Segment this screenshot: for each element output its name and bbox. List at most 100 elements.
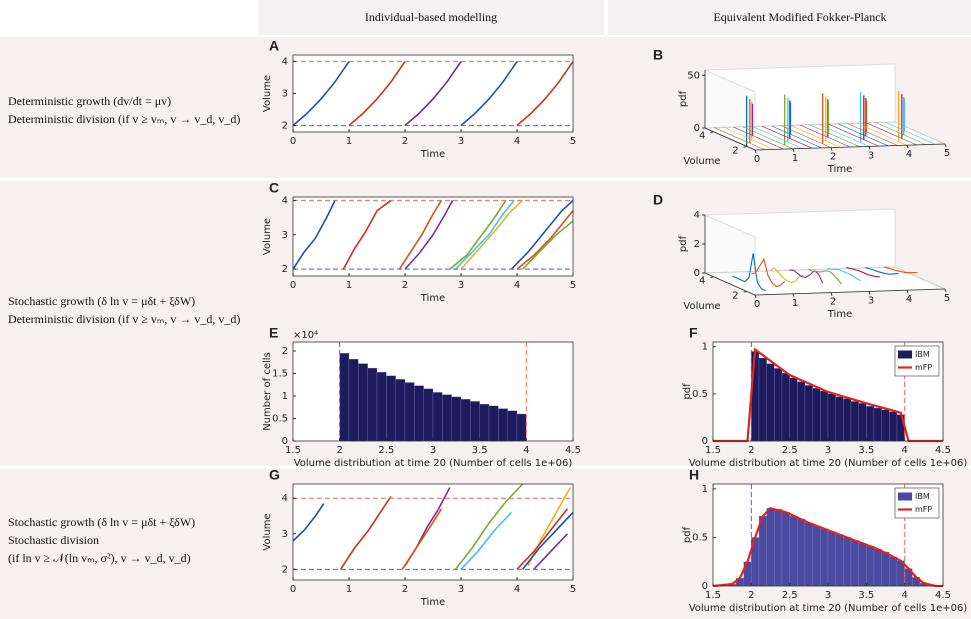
pdf-baseline xyxy=(828,123,879,147)
trace xyxy=(339,495,392,570)
x-tick xyxy=(944,143,947,148)
x-tick-label: 4 xyxy=(906,149,912,160)
v-tick-label: 2 xyxy=(732,290,738,301)
pdf-slice xyxy=(789,269,824,284)
pdf-baseline xyxy=(847,123,898,146)
x-tick-label: 5 xyxy=(944,293,950,304)
histogram-bar xyxy=(789,377,798,442)
row-label: Deterministic division (if v ≥ vₘ, v → v… xyxy=(8,112,240,126)
x-tick-label: 0 xyxy=(290,584,296,595)
x-tick-label: 1.5 xyxy=(705,590,721,601)
histogram-bar xyxy=(339,353,350,442)
histogram-bar xyxy=(766,363,775,442)
x-tick-label: 4 xyxy=(514,136,520,147)
x-tick-label: 2 xyxy=(830,297,836,308)
y-tick-label: 2 xyxy=(282,346,288,357)
histogram-bar xyxy=(881,409,890,442)
plot-content xyxy=(292,483,574,570)
x-tick-label: 4 xyxy=(523,445,529,456)
x-tick-label: 2 xyxy=(748,590,754,601)
y-tick-label: 3 xyxy=(282,230,288,241)
x-tick-label: 2.5 xyxy=(782,590,798,601)
histogram-bar xyxy=(820,528,829,587)
y-tick-label: 3 xyxy=(282,529,288,540)
y-exponent-label: ×10⁴ xyxy=(293,330,318,341)
x-tick-label: 2.5 xyxy=(378,445,394,456)
histogram-bar xyxy=(797,518,806,587)
histogram-bar xyxy=(781,372,790,442)
histogram-bar xyxy=(866,546,875,587)
y-axis-label: Volume xyxy=(262,218,273,255)
histogram-bar xyxy=(866,405,875,442)
plot-content xyxy=(292,60,574,127)
histogram-bar xyxy=(873,407,882,442)
histogram-bar xyxy=(376,371,387,442)
y-tick-label: 2 xyxy=(282,264,288,275)
row-label: Stochastic growth (δ ln v = μδt + ξδW) xyxy=(8,515,195,529)
y-tick-label: 2 xyxy=(282,564,288,575)
x-tick xyxy=(830,147,833,151)
x-tick-label: 1 xyxy=(346,584,352,595)
histogram-bar xyxy=(774,368,783,442)
x-axis-label: Volume distribution at time 20 (Number o… xyxy=(689,603,968,614)
pdf-slice xyxy=(884,266,918,274)
x-tick-label: 1 xyxy=(346,136,352,147)
trace xyxy=(292,200,336,270)
plot-content xyxy=(713,342,943,443)
x-tick xyxy=(906,290,909,294)
x-axis-label: Time xyxy=(827,164,852,175)
pdf-baseline xyxy=(809,124,860,147)
row-label: (if ln v ≥ 𝒩(ln vₘ, σ²), v → v_d, v_d) xyxy=(8,551,191,565)
histogram-bar xyxy=(789,515,798,587)
histogram-bar xyxy=(414,385,424,442)
pdf-baseline xyxy=(799,124,851,148)
x-tick xyxy=(906,145,909,149)
column-header: Equivalent Modified Fokker-Planck xyxy=(713,10,886,24)
x-axis-label: Time xyxy=(420,293,445,304)
axes-frame xyxy=(292,196,574,277)
histogram-bar xyxy=(386,375,396,442)
x-tick-label: 4.5 xyxy=(565,445,581,456)
y-axis-label: pdf xyxy=(682,526,693,543)
trace xyxy=(460,199,524,270)
x-tick-label: 2 xyxy=(748,445,754,456)
v-tick-label: 4 xyxy=(699,131,705,142)
pdf-baseline xyxy=(733,126,784,150)
trace xyxy=(516,508,569,570)
histogram-bar xyxy=(348,358,359,442)
x-tick-label: 3 xyxy=(868,150,874,161)
trace xyxy=(460,511,512,570)
histogram-bar xyxy=(516,413,527,442)
histogram-bar xyxy=(873,548,882,587)
x-tick-label: 5 xyxy=(944,148,950,159)
trace xyxy=(348,60,406,127)
histogram-bar xyxy=(451,396,462,442)
histogram-bar xyxy=(442,394,452,442)
histogram-bar xyxy=(843,537,852,587)
column-header-band xyxy=(608,0,971,35)
pdf-baseline xyxy=(837,123,889,147)
x-tick-label: 3 xyxy=(868,295,874,306)
histogram-bar xyxy=(835,396,844,442)
v-tick-label: 4 xyxy=(699,276,705,287)
x-tick-label: 3.5 xyxy=(858,590,874,601)
histogram-bar xyxy=(781,512,790,587)
trace xyxy=(454,483,524,570)
pdf-baseline xyxy=(875,122,927,145)
x-tick-label: 1 xyxy=(346,280,352,291)
x-tick xyxy=(868,291,871,295)
x-tick-label: 4 xyxy=(901,590,907,601)
plot-content xyxy=(292,199,574,270)
z-axis-label: pdf xyxy=(678,90,689,107)
pdf-slice xyxy=(865,266,899,275)
y-tick-label: 1 xyxy=(702,484,708,495)
x-axis-label: Time xyxy=(827,309,852,320)
y-tick-label: 0.5 xyxy=(272,414,288,425)
x-tick-label: 2 xyxy=(830,152,836,163)
x-tick-label: 0 xyxy=(754,299,760,310)
histogram-bar xyxy=(797,381,806,442)
histogram-bar xyxy=(858,403,867,442)
row-label: Stochastic growth (δ ln v = μδt + ξδW) xyxy=(8,294,195,308)
pdf-slice xyxy=(770,267,804,284)
histogram-bar xyxy=(404,382,415,442)
